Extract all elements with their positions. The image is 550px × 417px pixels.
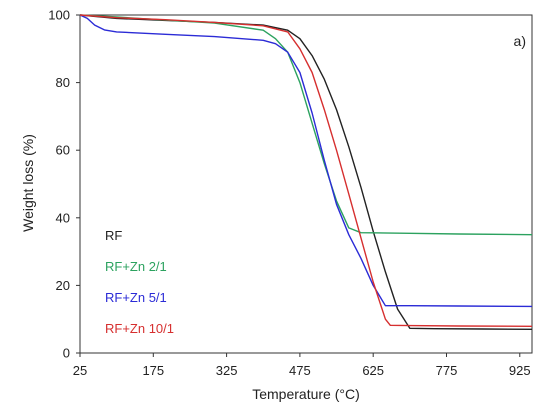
y-tick-label: 80 <box>56 75 70 90</box>
x-tick-label: 625 <box>362 363 384 378</box>
legend-entry: RF+Zn 2/1 <box>105 259 167 274</box>
legend-entry: RF <box>105 228 122 243</box>
y-tick-label: 40 <box>56 210 70 225</box>
x-tick-label: 775 <box>436 363 458 378</box>
x-tick-label: 175 <box>142 363 164 378</box>
x-tick-label: 925 <box>509 363 531 378</box>
x-axis: 25 175 325 475 625 775 925 <box>73 353 531 378</box>
x-axis-title: Temperature (°C) <box>252 386 360 402</box>
legend-entry: RF+Zn 5/1 <box>105 290 167 305</box>
y-tick-label: 100 <box>48 8 70 23</box>
panel-label: a) <box>514 33 526 49</box>
y-tick-label: 60 <box>56 143 70 158</box>
y-tick-label: 0 <box>63 346 70 361</box>
y-axis: 0 20 40 60 80 100 <box>48 8 80 361</box>
x-tick-label: 325 <box>216 363 238 378</box>
y-axis-title: Weight loss (%) <box>20 134 36 232</box>
x-tick-label: 475 <box>289 363 311 378</box>
legend: RF RF+Zn 2/1 RF+Zn 5/1 RF+Zn 10/1 <box>105 228 174 336</box>
series-line <box>79 14 533 308</box>
series-line <box>79 14 533 327</box>
series-lines <box>79 14 533 330</box>
legend-entry: RF+Zn 10/1 <box>105 321 174 336</box>
y-tick-label: 20 <box>56 278 70 293</box>
plot-area <box>79 14 533 354</box>
x-tick-label: 25 <box>73 363 87 378</box>
